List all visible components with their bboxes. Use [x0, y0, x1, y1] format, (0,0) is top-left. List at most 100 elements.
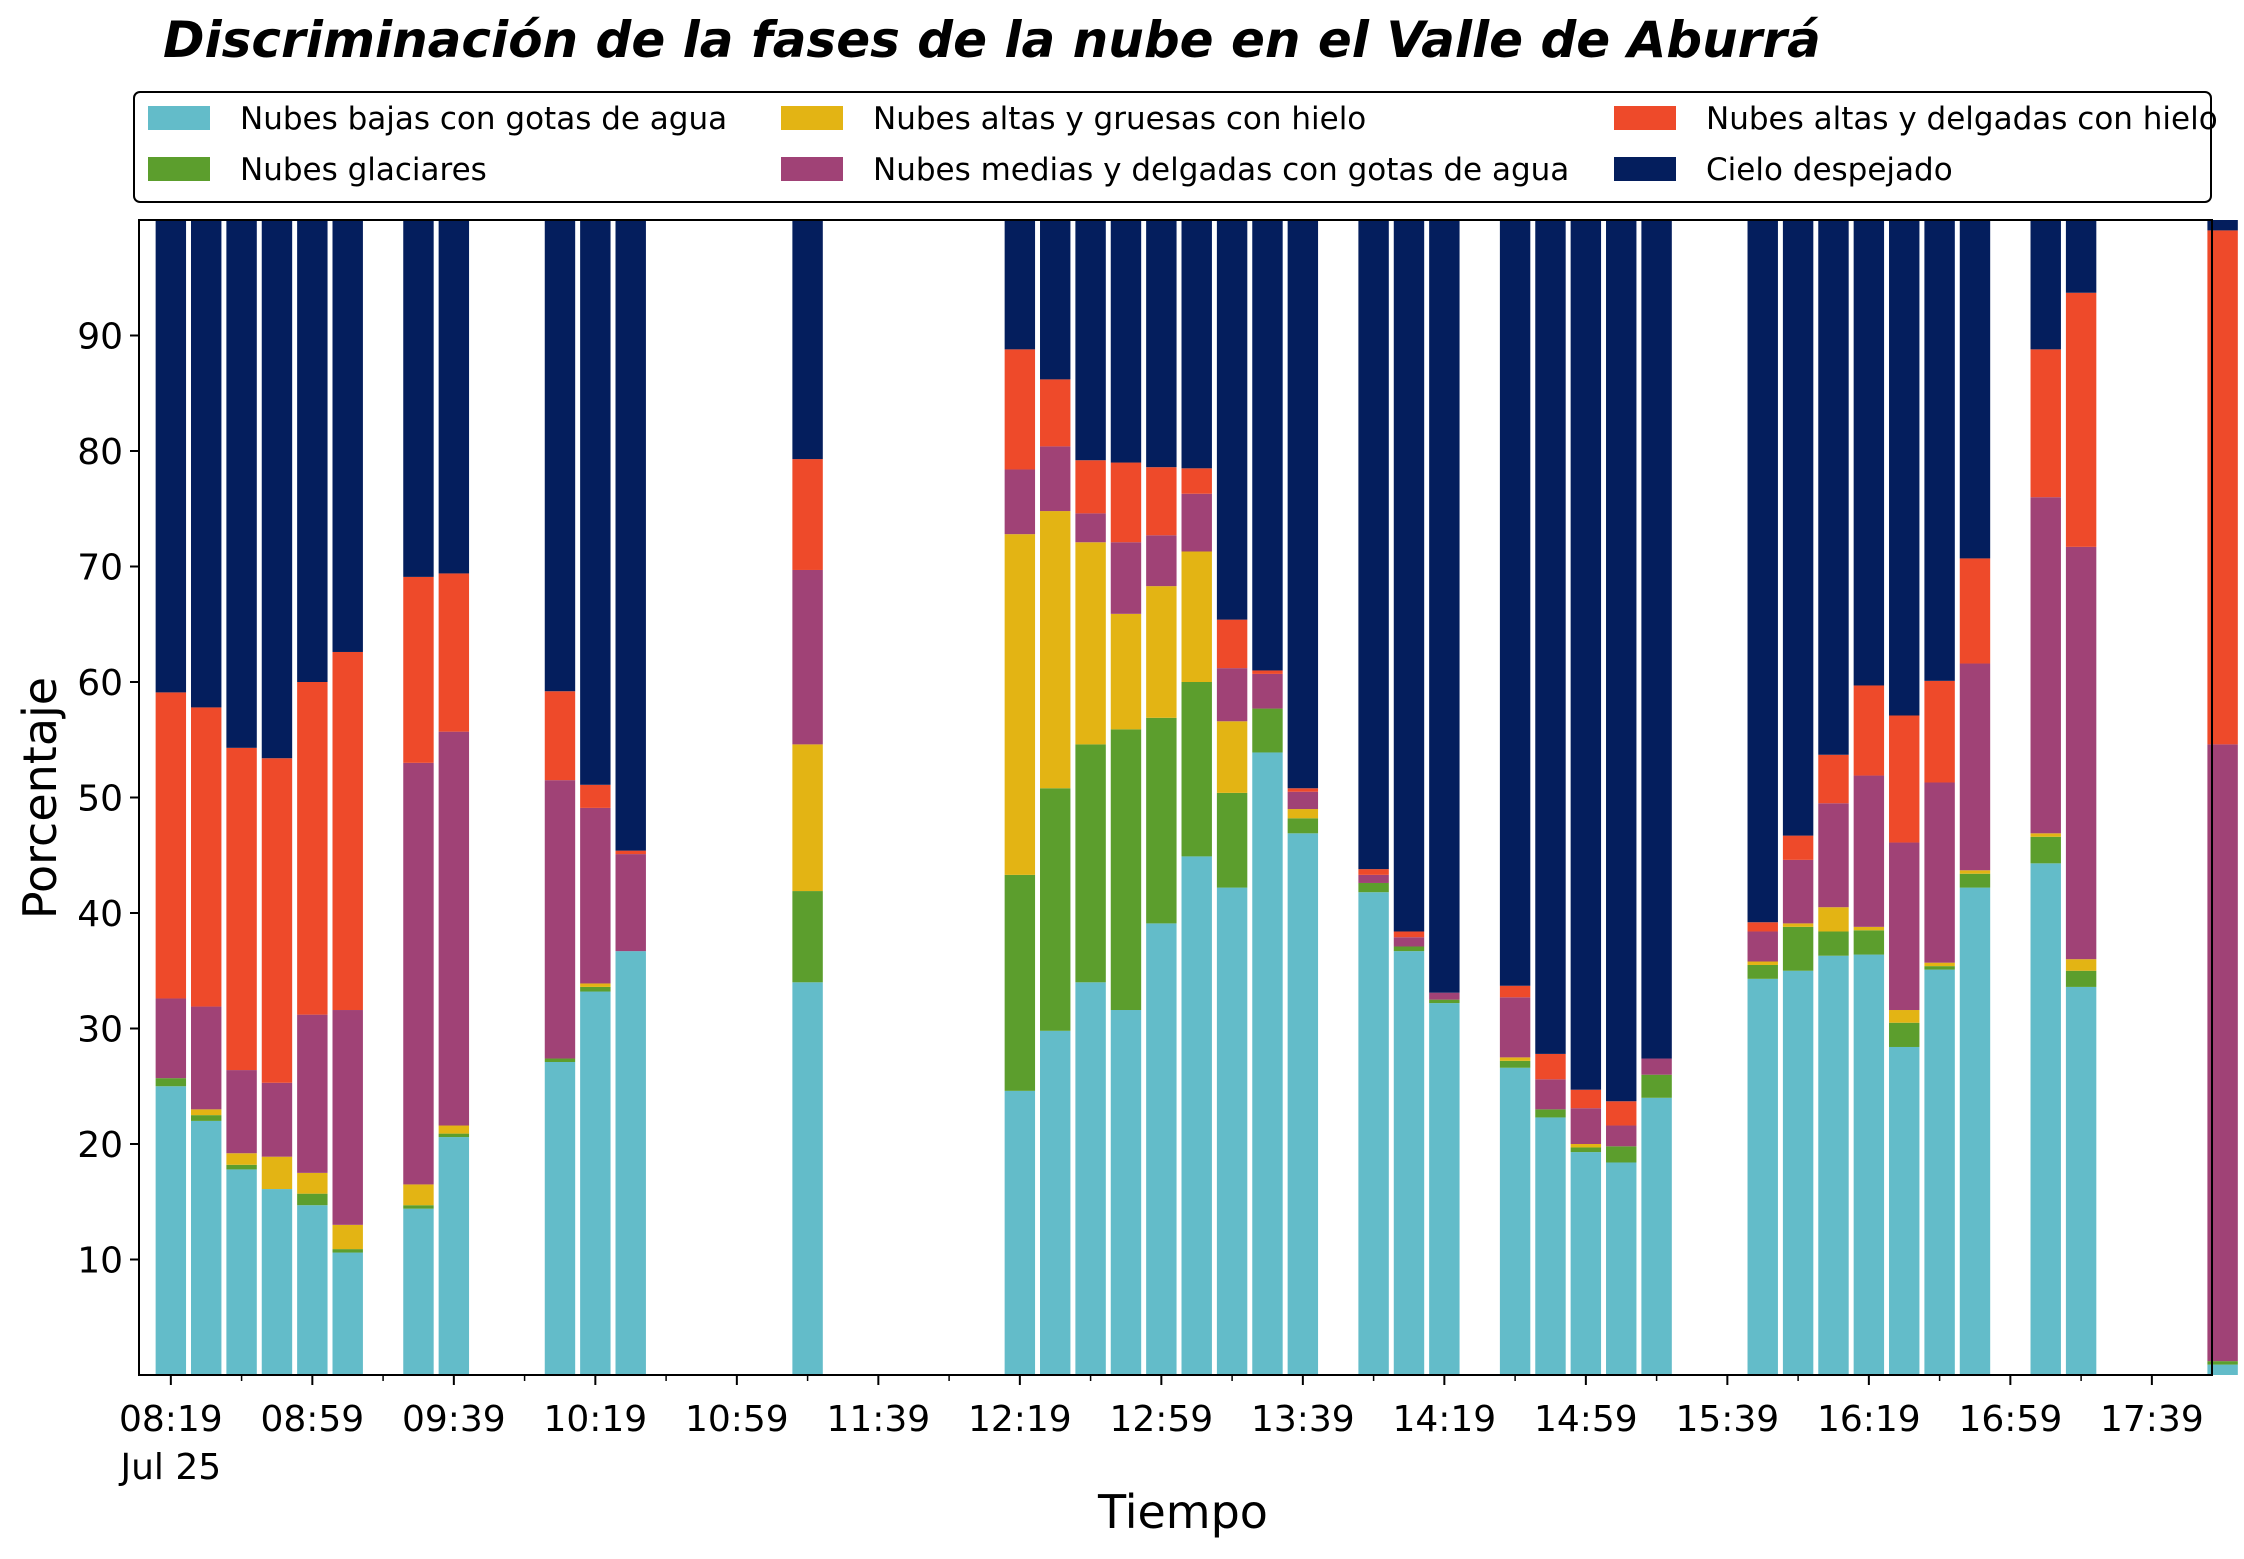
bar-segment — [403, 220, 434, 577]
y-tick-label: 90 — [77, 317, 123, 358]
bar-segment — [1358, 874, 1389, 883]
bar-segment — [1782, 835, 1814, 860]
x-tick-label: 08:19 — [119, 1399, 223, 1440]
bar-segment — [1004, 1090, 1036, 1375]
x-tick-label: 10:59 — [685, 1399, 789, 1440]
bar-segment — [1853, 775, 1885, 927]
bar-segment — [191, 1109, 222, 1116]
x-tick-label: 12:19 — [968, 1399, 1072, 1440]
x-tick-label: 09:39 — [402, 1399, 506, 1440]
bar-segment — [1889, 842, 1920, 1011]
bar-segment — [403, 1184, 434, 1206]
bar-segment — [1782, 859, 1814, 924]
bar-segment — [226, 220, 257, 748]
bar-segment — [544, 220, 576, 692]
bar-segment — [792, 891, 823, 983]
bar-segment — [1499, 1067, 1531, 1375]
bar-segment — [403, 576, 434, 763]
bar-segment — [1075, 744, 1106, 983]
x-tick-label: 08:59 — [260, 1399, 364, 1440]
bar-segment — [1287, 788, 1319, 792]
bar-segment — [1181, 493, 1212, 552]
bar-segment — [580, 220, 611, 785]
bar-segment — [1216, 721, 1248, 793]
bar-segment — [1641, 1097, 1672, 1375]
bar-segment — [2065, 292, 2097, 547]
bar-segment — [261, 758, 293, 1083]
bar-segment — [1853, 220, 1885, 686]
y-tick-label: 20 — [77, 1125, 123, 1166]
bar-segment — [191, 1115, 222, 1121]
bar-segment — [332, 1252, 363, 1375]
bar-segment — [1181, 856, 1212, 1375]
y-axis: 10 20 30 40 50 60 70 80 90 — [77, 317, 139, 1282]
x-tick-label: 12:59 — [1109, 1399, 1213, 1440]
bar-segment — [1747, 964, 1778, 979]
bar-segment — [1782, 923, 1814, 927]
bar-segment — [297, 1193, 328, 1206]
bar-segment — [580, 991, 611, 1375]
bar-segment — [1924, 782, 1955, 963]
y-tick-label: 50 — [77, 779, 123, 820]
bar-segment — [1393, 220, 1425, 932]
bar-segment — [1040, 379, 1071, 447]
bar-segment — [544, 691, 576, 781]
bar-segment — [226, 1164, 257, 1170]
bar-segment — [544, 1058, 576, 1062]
y-tick-label: 10 — [77, 1241, 123, 1282]
bar-segment — [1747, 220, 1778, 923]
bar-segment — [1146, 535, 1177, 587]
bar-segment — [1747, 961, 1778, 965]
bar-segment — [1393, 951, 1425, 1375]
bar-segment — [261, 1082, 293, 1157]
bar-segment — [792, 459, 823, 570]
bar-segment — [1570, 1152, 1602, 1375]
bar-segment — [1181, 468, 1212, 494]
bar-segment — [1110, 220, 1142, 463]
bar-segment — [1818, 907, 1849, 932]
plot-area — [138, 219, 2238, 1376]
bar-segment — [1924, 962, 1955, 967]
bar-segment — [1252, 673, 1283, 709]
bar-segment — [1889, 715, 1920, 843]
bar-segment — [1110, 1010, 1142, 1375]
x-tick-label: 10:19 — [543, 1399, 647, 1440]
bar-segment — [1004, 220, 1036, 350]
x-tick-label: 16:59 — [1958, 1399, 2062, 1440]
x-tick-sublabel: Jul 25 — [118, 1447, 221, 1488]
bar-segment — [1959, 887, 1991, 1375]
bar-segment — [1747, 931, 1778, 962]
bar-segment — [1429, 992, 1460, 1000]
bar-segment — [1216, 619, 1248, 669]
bar-segment — [2207, 220, 2238, 231]
bar-segment — [1818, 754, 1849, 804]
bar-segment — [1287, 791, 1319, 810]
bar-segment — [1181, 220, 1212, 469]
bar-segment — [1499, 1060, 1531, 1068]
bar-segment — [226, 1169, 257, 1375]
bar-segment — [580, 986, 611, 992]
bar-segment — [191, 707, 222, 1007]
bar-segment — [1040, 220, 1071, 380]
bar-segment — [1606, 220, 1637, 1102]
bar-segment — [1393, 937, 1425, 947]
bar-segment — [2065, 959, 2097, 971]
bar-segment — [1747, 978, 1778, 1375]
bar-segment — [615, 220, 646, 851]
x-tick-label: 17:39 — [2100, 1399, 2204, 1440]
bar-segment — [615, 951, 646, 1375]
bar-segment — [1252, 752, 1283, 1375]
bar-segment — [332, 651, 363, 1011]
bar-segment — [1040, 511, 1071, 789]
bar-segment — [792, 220, 823, 460]
bar-segment — [1924, 966, 1955, 970]
bar-segment — [1818, 955, 1849, 1375]
bar-segment — [1499, 220, 1531, 986]
bar-segment — [1075, 220, 1106, 461]
bar-segment — [1004, 874, 1036, 1091]
bar-segment — [1570, 1144, 1602, 1148]
bar-segment — [1146, 717, 1177, 924]
bar-segment — [1782, 926, 1814, 971]
bar-segment — [1853, 926, 1885, 931]
bar-segment — [1499, 1057, 1531, 1061]
